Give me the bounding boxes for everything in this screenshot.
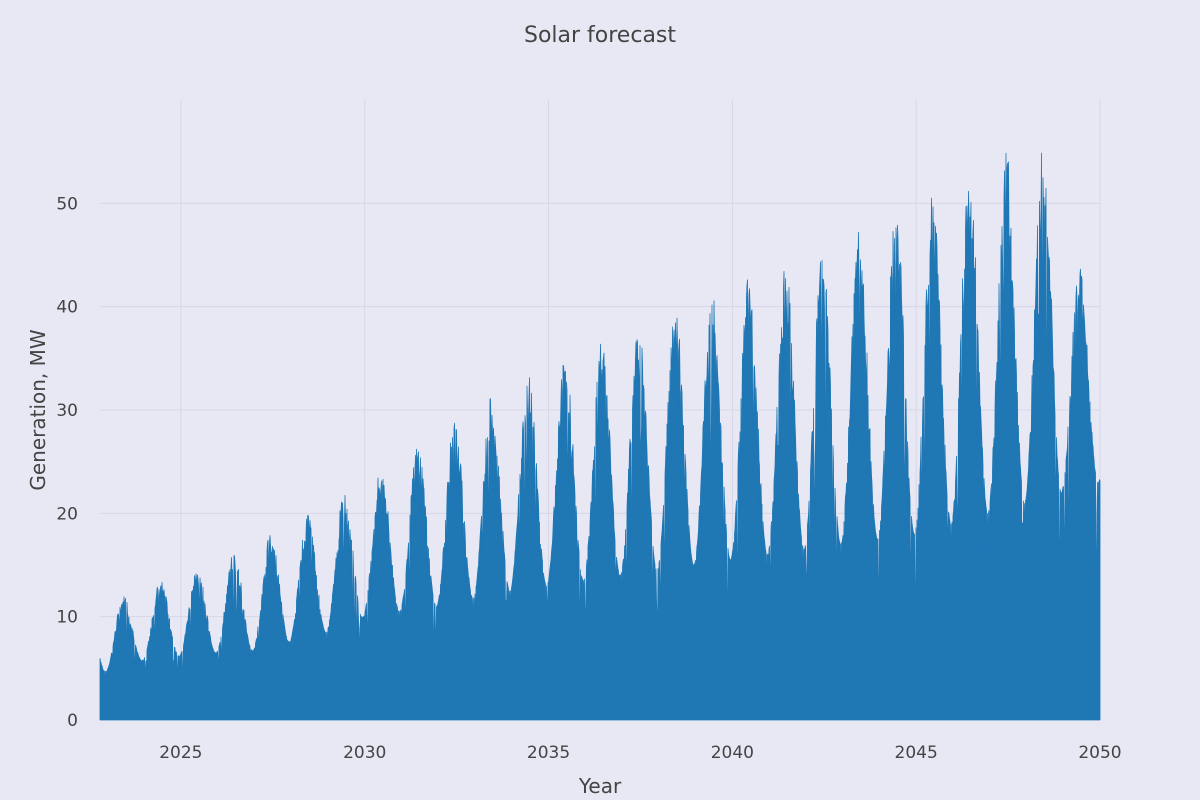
y-tick-label: 10 [56, 608, 78, 628]
x-tick-label: 2040 [711, 743, 754, 763]
x-tick-label: 2035 [527, 743, 570, 763]
chart-title: Solar forecast [524, 23, 676, 48]
y-axis: 0 10 20 30 40 50 [56, 194, 78, 731]
y-tick-label: 30 [56, 401, 78, 421]
x-tick-label: 2025 [159, 743, 202, 763]
y-tick-label: 20 [56, 504, 78, 524]
x-tick-label: 2050 [1078, 743, 1121, 763]
y-tick-label: 40 [56, 298, 78, 318]
y-tick-label: 0 [67, 711, 78, 731]
x-tick-label: 2045 [895, 743, 938, 763]
y-tick-label: 50 [56, 194, 78, 214]
x-axis: 2025 2030 2035 2040 2045 2050 [159, 743, 1121, 763]
generation-area [99, 152, 1101, 721]
series-generation [99, 152, 1101, 721]
x-axis-title: Year [578, 774, 622, 798]
x-tick-label: 2030 [343, 743, 386, 763]
y-axis-title: Generation, MW [26, 329, 50, 491]
